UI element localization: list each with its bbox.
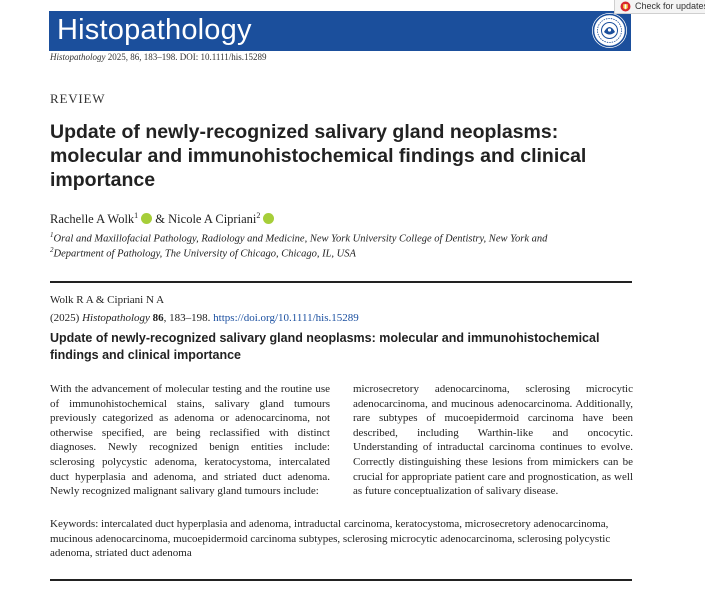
citation-title: Update of newly-recognized salivary glan… <box>50 331 600 362</box>
citation-journal: Histopathology <box>82 312 150 324</box>
article-type-label: REVIEW <box>50 91 106 106</box>
orcid-icon[interactable] <box>263 213 275 225</box>
journal-citation-line: Histopathology 2025, 86, 183–198. DOI: 1… <box>50 52 267 62</box>
journal-name: Histopathology <box>57 14 252 46</box>
journal-banner: Histopathology <box>49 11 631 51</box>
doi-link[interactable]: https://doi.org/10.1111/his.15289 <box>213 312 359 324</box>
article-title: Update of newly-recognized salivary glan… <box>50 121 587 191</box>
citation-year: (2025) <box>50 312 80 324</box>
abstract-column-right: microsecretory adenocarcinoma, sclerosin… <box>353 383 633 498</box>
citation-details: 2025, 86, 183–198. DOI: 10.1111/his.1528… <box>107 52 267 62</box>
keywords-text: intercalated duct hyperplasia and adenom… <box>50 518 611 560</box>
citation-journal: Histopathology <box>50 52 106 62</box>
citation-pages: , 183–198. <box>163 312 211 324</box>
check-for-updates-label: Check for updates <box>635 1 705 11</box>
affiliation-text: Oral and Maxillofacial Pathology, Radiol… <box>53 233 548 245</box>
affiliation-mark: 2 <box>50 246 54 254</box>
author-name: Rachelle A Wolk <box>50 212 135 227</box>
citation-reference: (2025) Histopathology 86, 183–198. https… <box>50 312 359 324</box>
divider <box>50 579 632 581</box>
keywords: Keywords: intercalated duct hyperplasia … <box>50 517 632 561</box>
affiliation: 1Oral and Maxillofacial Pathology, Radio… <box>50 231 547 245</box>
affiliation: 2Department of Pathology, The University… <box>50 246 356 260</box>
author-separator: & <box>155 212 166 227</box>
author-name: Nicole A Cipriani <box>168 212 257 227</box>
author-affiliation-mark: 2 <box>256 211 261 220</box>
orcid-icon[interactable] <box>141 213 153 225</box>
society-seal-icon <box>592 13 627 48</box>
author-affiliation-mark: 1 <box>134 211 139 220</box>
citation-volume: 86 <box>152 312 164 324</box>
keywords-label: Keywords: <box>50 518 99 530</box>
crossmark-icon <box>620 1 631 12</box>
affiliation-text: Department of Pathology, The University … <box>53 248 356 260</box>
citation-authors: Wolk R A & Cipriani N A <box>50 294 165 306</box>
author-list: Rachelle A Wolk1 & Nicole A Cipriani2 <box>50 211 275 227</box>
affiliation-mark: 1 <box>50 231 54 239</box>
divider <box>50 281 632 283</box>
check-for-updates-button[interactable]: Check for updates <box>614 0 705 14</box>
abstract-column-left: With the advancement of molecular testin… <box>50 383 330 498</box>
